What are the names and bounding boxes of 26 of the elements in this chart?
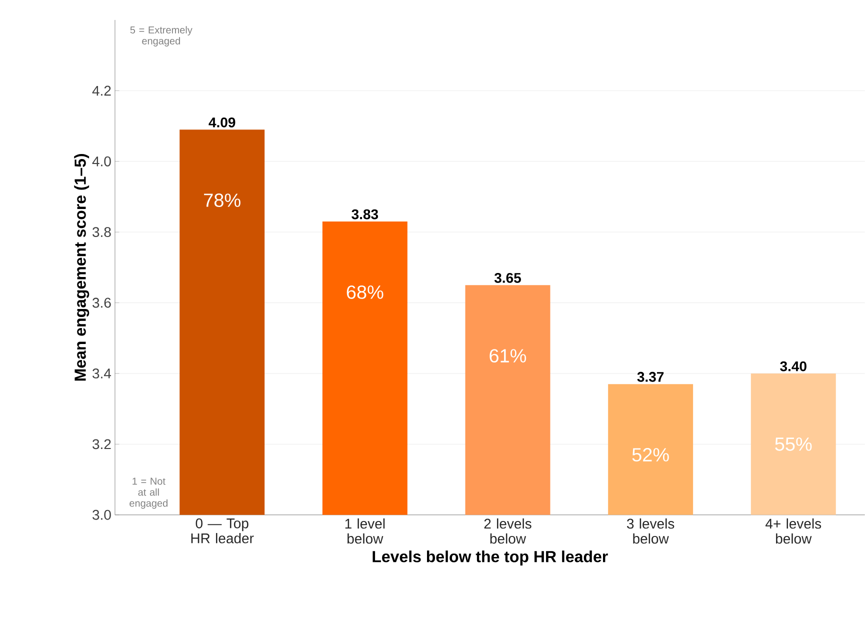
y-tick-label: 3.2 xyxy=(92,439,111,450)
y-axis-title: Mean engagement score (1–5) xyxy=(74,154,90,381)
y-tick-label: 4.2 xyxy=(92,86,111,96)
y-tick-label: 3.4 xyxy=(92,368,112,379)
x-tick-label: 0 — Top HR leader xyxy=(191,518,254,544)
data-label: 3.65 xyxy=(494,273,521,283)
annotation: 1 = Not at all engaged xyxy=(130,478,168,509)
annotation: 78% xyxy=(204,194,240,208)
data-label: 4.09 xyxy=(208,118,236,128)
y-tick-label: 3.8 xyxy=(92,227,111,238)
y-tick-label: 3.6 xyxy=(92,298,111,308)
x-axis-title: Levels below the top HR leader xyxy=(372,550,608,566)
x-tick-label: 2 levels below xyxy=(484,518,532,544)
y-tick-label: 3.0 xyxy=(92,510,111,520)
x-tick-label: 4+ levels below xyxy=(766,518,822,544)
data-label: 3.37 xyxy=(637,372,664,382)
x-tick-label: 3 levels below xyxy=(626,518,674,544)
annotation: 55% xyxy=(775,438,812,451)
x-tick-label: 1 level below xyxy=(345,518,385,544)
data-label: 3.40 xyxy=(780,361,806,372)
annotation: 68% xyxy=(346,286,384,299)
y-tick-label: 4.0 xyxy=(92,156,111,166)
annotation: 5 = Extremely engaged xyxy=(130,26,192,47)
annotation: 52% xyxy=(632,448,669,462)
annotation: 61% xyxy=(490,349,526,363)
data-label: 3.83 xyxy=(352,209,378,220)
